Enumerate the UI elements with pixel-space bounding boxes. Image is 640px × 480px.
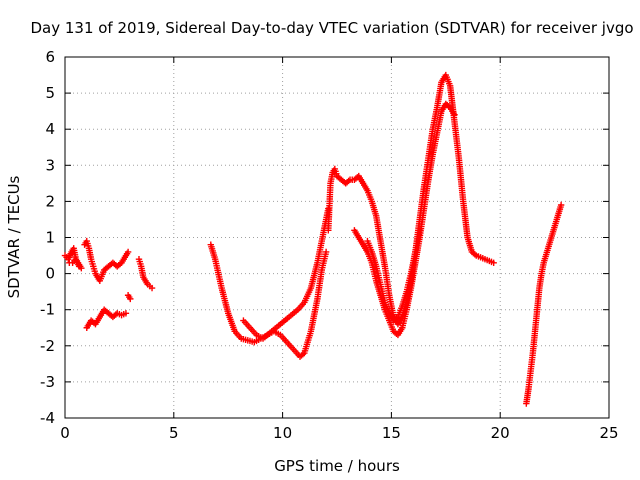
- y-tick-label: -4: [40, 409, 55, 427]
- trace-main-e: [364, 227, 423, 324]
- x-tick-label: 25: [599, 424, 618, 442]
- y-tick-label: 5: [45, 84, 55, 102]
- y-tick-label: 2: [45, 192, 55, 210]
- x-tick-label: 20: [491, 424, 510, 442]
- trace-early-d: [83, 306, 130, 331]
- x-axis-label: GPS time / hours: [274, 457, 400, 475]
- y-tick-label: 0: [45, 265, 55, 283]
- data-point: [122, 310, 130, 317]
- chart-title: Day 131 of 2019, Sidereal Day-to-day VTE…: [30, 19, 633, 37]
- y-tick-label: 1: [45, 229, 55, 247]
- x-tick-label: 5: [169, 424, 179, 442]
- y-tick-label: 4: [45, 120, 55, 138]
- data-point: [148, 284, 156, 292]
- trace-early-b: [66, 255, 85, 272]
- data-point: [78, 264, 85, 272]
- x-tick-label: 10: [273, 424, 292, 442]
- data-point: [322, 248, 330, 256]
- x-tick-label: 15: [382, 424, 401, 442]
- data-point: [416, 227, 423, 234]
- data-point: [124, 248, 132, 256]
- y-tick-label: 6: [45, 48, 55, 66]
- plot-frame: [64, 56, 610, 419]
- trace-late-a: [523, 201, 565, 407]
- data-point: [127, 295, 134, 303]
- trace-early-c: [81, 237, 132, 285]
- trace-early-f: [135, 255, 156, 292]
- y-axis-label: SDTVAR / TECUs: [5, 175, 23, 298]
- data-point: [557, 201, 565, 209]
- y-tick-label: -1: [40, 301, 55, 319]
- data-points: [61, 71, 565, 407]
- y-tick-label: -3: [40, 373, 55, 391]
- trace-early-e: [124, 292, 134, 303]
- y-tick-label: 3: [45, 156, 55, 174]
- trace-main-a: [207, 241, 330, 360]
- data-point: [490, 259, 497, 266]
- data-point: [451, 111, 458, 118]
- y-tick-label: -2: [40, 337, 55, 355]
- grid: [65, 57, 609, 418]
- x-tick-label: 0: [60, 424, 70, 442]
